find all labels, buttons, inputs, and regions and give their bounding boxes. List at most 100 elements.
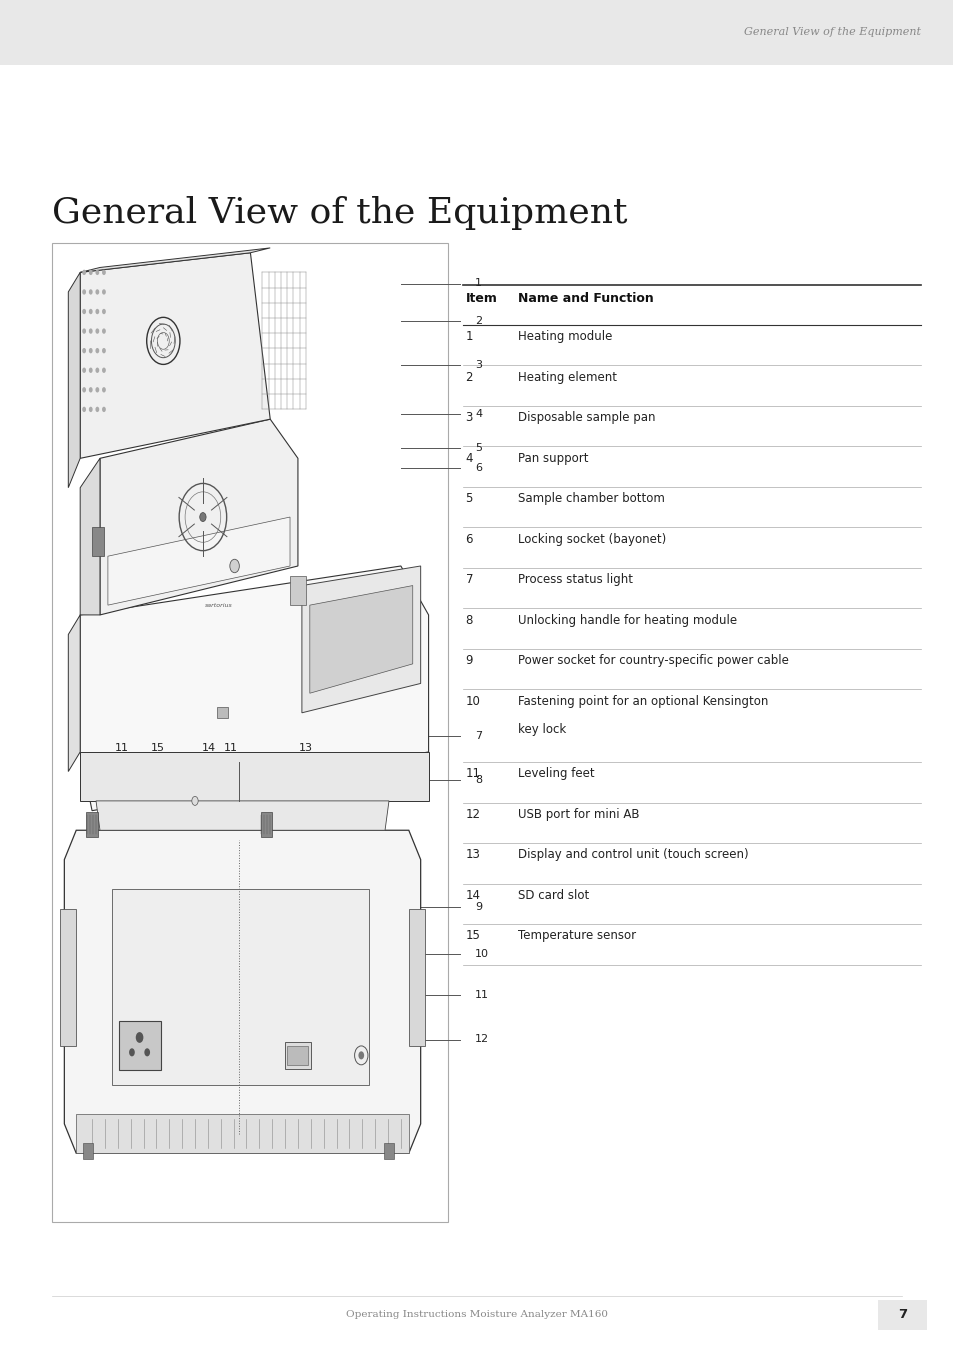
Text: 12: 12 xyxy=(475,1034,489,1045)
Bar xyxy=(52,243,448,1222)
Text: 2: 2 xyxy=(465,370,473,383)
Text: 8: 8 xyxy=(465,614,473,626)
Text: 5: 5 xyxy=(475,443,481,454)
Polygon shape xyxy=(69,273,80,487)
Polygon shape xyxy=(112,888,369,1085)
Text: Name and Function: Name and Function xyxy=(517,292,653,305)
Text: 4: 4 xyxy=(465,451,473,464)
Circle shape xyxy=(358,1052,364,1060)
Polygon shape xyxy=(80,566,428,810)
Polygon shape xyxy=(96,801,389,830)
Bar xyxy=(384,1143,394,1160)
Text: 11: 11 xyxy=(114,743,129,753)
Text: 3: 3 xyxy=(465,412,473,424)
Text: USB port for mini AB: USB port for mini AB xyxy=(517,809,639,821)
Bar xyxy=(118,1021,160,1069)
Circle shape xyxy=(199,513,206,521)
Bar xyxy=(0,0,953,65)
Text: 2: 2 xyxy=(475,316,481,327)
Circle shape xyxy=(89,309,92,315)
Polygon shape xyxy=(64,830,420,1153)
Text: sartorius: sartorius xyxy=(205,602,233,608)
Circle shape xyxy=(102,289,106,294)
Text: Pan support: Pan support xyxy=(517,451,588,464)
Text: 15: 15 xyxy=(465,930,480,942)
Circle shape xyxy=(95,387,99,393)
Text: Locking socket (bayonet): Locking socket (bayonet) xyxy=(517,533,665,545)
Circle shape xyxy=(82,387,86,393)
Bar xyxy=(83,1143,92,1160)
Polygon shape xyxy=(60,909,76,1045)
Circle shape xyxy=(102,270,106,275)
Text: General View of the Equipment: General View of the Equipment xyxy=(52,196,627,230)
Text: Process status light: Process status light xyxy=(517,574,633,586)
Text: General View of the Equipment: General View of the Equipment xyxy=(742,27,920,38)
Text: Power socket for country-specific power cable: Power socket for country-specific power … xyxy=(517,655,788,667)
Bar xyxy=(260,813,272,837)
Text: 1: 1 xyxy=(475,278,481,289)
Text: 14: 14 xyxy=(202,743,215,753)
Text: Unlocking handle for heating module: Unlocking handle for heating module xyxy=(517,614,737,626)
Text: 6: 6 xyxy=(475,463,481,474)
Circle shape xyxy=(102,406,106,412)
Text: 9: 9 xyxy=(465,655,473,667)
Polygon shape xyxy=(69,616,80,772)
Text: Sample chamber bottom: Sample chamber bottom xyxy=(517,493,664,505)
Circle shape xyxy=(95,348,99,354)
Circle shape xyxy=(82,309,86,315)
Text: 9: 9 xyxy=(475,902,481,913)
Circle shape xyxy=(89,348,92,354)
Circle shape xyxy=(95,328,99,333)
Circle shape xyxy=(135,1031,143,1042)
Text: 8: 8 xyxy=(475,775,481,786)
Text: 12: 12 xyxy=(465,809,480,821)
Circle shape xyxy=(144,1048,150,1056)
Text: 11: 11 xyxy=(465,768,480,780)
Circle shape xyxy=(129,1048,134,1056)
Polygon shape xyxy=(80,752,428,801)
Bar xyxy=(216,707,228,718)
Circle shape xyxy=(95,367,99,373)
Circle shape xyxy=(95,406,99,412)
Circle shape xyxy=(89,406,92,412)
Circle shape xyxy=(192,796,198,806)
Circle shape xyxy=(102,309,106,315)
Circle shape xyxy=(89,270,92,275)
Circle shape xyxy=(89,328,92,333)
Text: 1: 1 xyxy=(465,329,473,343)
Circle shape xyxy=(82,328,86,333)
Polygon shape xyxy=(290,575,306,605)
Text: 7: 7 xyxy=(897,1308,906,1322)
Circle shape xyxy=(95,309,99,315)
Bar xyxy=(287,1046,308,1065)
Polygon shape xyxy=(301,566,420,713)
Polygon shape xyxy=(91,526,104,556)
Circle shape xyxy=(230,559,239,572)
Circle shape xyxy=(82,270,86,275)
Text: Display and control unit (touch screen): Display and control unit (touch screen) xyxy=(517,849,748,861)
Circle shape xyxy=(102,367,106,373)
Text: 3: 3 xyxy=(475,359,481,370)
Text: 7: 7 xyxy=(465,574,473,586)
Circle shape xyxy=(102,348,106,354)
Polygon shape xyxy=(80,248,270,273)
Text: 10: 10 xyxy=(465,695,480,707)
Polygon shape xyxy=(310,586,413,694)
Circle shape xyxy=(82,289,86,294)
Text: 4: 4 xyxy=(475,409,481,420)
Text: key lock: key lock xyxy=(517,724,566,736)
Text: 6: 6 xyxy=(465,533,473,545)
Text: 11: 11 xyxy=(223,743,237,753)
Polygon shape xyxy=(108,517,290,605)
Text: 15: 15 xyxy=(151,743,164,753)
Text: 14: 14 xyxy=(465,890,480,902)
Bar xyxy=(284,1042,311,1069)
Text: 7: 7 xyxy=(475,730,481,741)
Text: 5: 5 xyxy=(465,493,473,505)
Polygon shape xyxy=(80,252,270,459)
Polygon shape xyxy=(100,420,297,616)
Bar xyxy=(877,1300,926,1330)
Text: Temperature sensor: Temperature sensor xyxy=(517,930,636,942)
Circle shape xyxy=(95,289,99,294)
Text: 13: 13 xyxy=(465,849,480,861)
